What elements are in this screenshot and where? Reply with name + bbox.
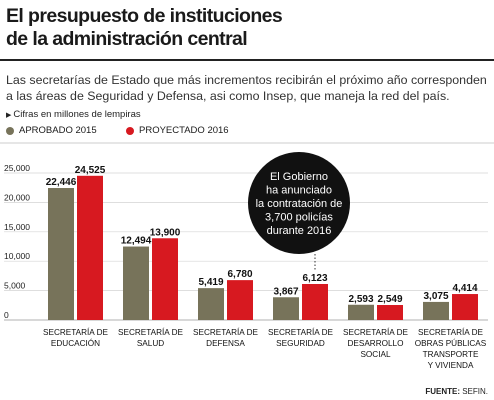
category-label: SEGURIDAD (276, 339, 325, 348)
chart-subtitle: Las secretarías de Estado que más increm… (6, 73, 487, 103)
title-line-1: El presupuesto de instituciones (6, 5, 283, 27)
bar-proyectado (77, 175, 103, 320)
bar-value-label: 2,593 (348, 294, 373, 305)
category-label: EDUCACIÓN (51, 338, 100, 348)
legend-label-aprobado: APROBADO 2015 (19, 125, 97, 136)
page-title: El presupuesto de instituciones de la ad… (6, 5, 283, 51)
bar-proyectado (452, 294, 478, 320)
legend-item-proyectado: PROYECTADO 2016 (126, 125, 229, 137)
bars (48, 175, 478, 320)
bar-aprobado (123, 246, 149, 320)
source-text: SEFIN. (459, 387, 488, 396)
y-tick-label: 25,000 (4, 163, 30, 173)
category-label: OBRAS PÚBLICAS (415, 338, 487, 348)
bar-value-label: 6,780 (227, 269, 252, 280)
category-label: DEFENSA (206, 339, 245, 348)
source-note: FUENTE: SEFIN. (425, 387, 488, 397)
callout-text-line: la contratación de (256, 198, 343, 210)
bar-proyectado (152, 238, 178, 320)
bar-value-label: 6,123 (302, 273, 327, 284)
bar-aprobado (423, 301, 449, 320)
bar-value-label: 3,867 (273, 286, 298, 297)
category-label: Y VIVIENDA (428, 361, 474, 370)
source-prefix: FUENTE: (425, 387, 460, 396)
y-tick-label: 20,000 (4, 192, 30, 202)
category-label: SECRETARÍA DE (193, 327, 258, 337)
y-tick-label: 15,000 (4, 222, 30, 232)
bar-value-label: 2,549 (377, 294, 402, 305)
bar-value-label: 24,525 (75, 165, 106, 176)
bar-proyectado (377, 305, 403, 320)
bar-aprobado (348, 304, 374, 320)
bar-value-label: 13,900 (150, 227, 181, 238)
y-tick-label: 0 (4, 310, 9, 320)
callout-text-line: 3,700 policías (265, 212, 333, 224)
bar-value-label: 12,494 (121, 236, 152, 247)
bar-value-label: 5,419 (198, 277, 223, 288)
bar-aprobado (198, 288, 224, 320)
bar-aprobado (273, 297, 299, 320)
y-tick-label: 10,000 (4, 251, 30, 261)
category-label: DESARROLLO (348, 339, 404, 348)
category-label: SALUD (137, 339, 164, 348)
bar-value-label: 22,446 (46, 177, 77, 188)
title-line-2: de la administración central (6, 28, 248, 50)
bar-value-label: 4,414 (452, 283, 477, 294)
bar-value-label: 3,075 (423, 291, 448, 302)
bar-proyectado (302, 283, 328, 320)
callout-text-line: ha anunciado (266, 185, 332, 197)
legend-swatch-proyectado (126, 127, 134, 135)
category-label: SOCIAL (360, 350, 390, 359)
units-label: Cifras en millones de lempiras (13, 109, 141, 120)
y-axis-ticks: 0 5,000 10,000 15,000 20,000 25,000 (4, 163, 30, 320)
callout-text-line: El Gobierno (270, 171, 328, 183)
triangle-right-icon: ▶ (6, 112, 12, 119)
category-label: SECRETARÍA DE (118, 327, 183, 337)
bar-proyectado (227, 280, 253, 320)
y-tick-label: 5,000 (4, 281, 26, 291)
callout-text-line: durante 2016 (267, 225, 332, 237)
legend-label-proyectado: PROYECTADO 2016 (139, 125, 229, 136)
units-note: ▶ Cifras en millones de lempiras (6, 109, 141, 122)
category-label: SECRETARÍA DE (343, 327, 408, 337)
bar-aprobado (48, 188, 74, 320)
category-label: SECRETARÍA DE (268, 327, 333, 337)
legend-swatch-aprobado (6, 127, 14, 135)
callout-bubble (248, 152, 350, 254)
category-label: SECRETARÍA DE (418, 327, 483, 337)
category-label: TRANSPORTE (423, 350, 479, 359)
category-label: SECRETARÍA DE (43, 327, 108, 337)
legend-item-aprobado: APROBADO 2015 (6, 125, 97, 137)
